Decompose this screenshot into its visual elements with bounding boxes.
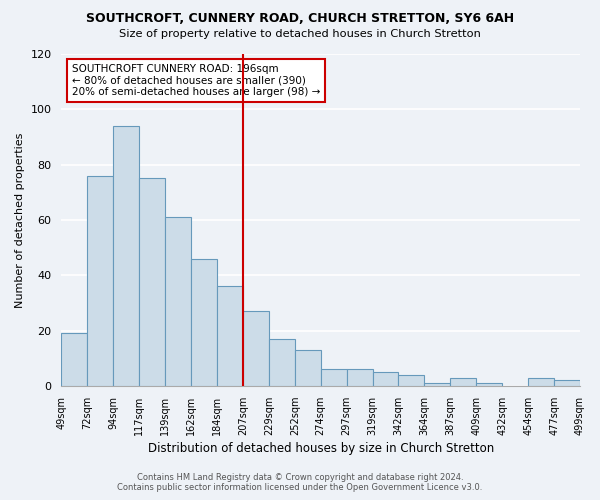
Bar — [476, 383, 502, 386]
Text: Size of property relative to detached houses in Church Stretton: Size of property relative to detached ho… — [119, 29, 481, 39]
Bar — [528, 378, 554, 386]
Bar — [165, 217, 191, 386]
Bar — [88, 176, 113, 386]
Bar — [295, 350, 321, 386]
Y-axis label: Number of detached properties: Number of detached properties — [15, 132, 25, 308]
Bar — [243, 311, 269, 386]
Text: SOUTHCROFT CUNNERY ROAD: 196sqm
← 80% of detached houses are smaller (390)
20% o: SOUTHCROFT CUNNERY ROAD: 196sqm ← 80% of… — [72, 64, 320, 97]
Bar — [321, 369, 347, 386]
Bar — [61, 334, 88, 386]
Bar — [398, 375, 424, 386]
Bar — [139, 178, 165, 386]
Bar — [424, 383, 451, 386]
Bar — [191, 258, 217, 386]
Bar — [373, 372, 398, 386]
X-axis label: Distribution of detached houses by size in Church Stretton: Distribution of detached houses by size … — [148, 442, 494, 455]
Bar — [113, 126, 139, 386]
Text: Contains HM Land Registry data © Crown copyright and database right 2024.
Contai: Contains HM Land Registry data © Crown c… — [118, 473, 482, 492]
Text: SOUTHCROFT, CUNNERY ROAD, CHURCH STRETTON, SY6 6AH: SOUTHCROFT, CUNNERY ROAD, CHURCH STRETTO… — [86, 12, 514, 26]
Bar — [554, 380, 580, 386]
Bar — [217, 286, 243, 386]
Bar — [347, 369, 373, 386]
Bar — [451, 378, 476, 386]
Bar — [269, 339, 295, 386]
